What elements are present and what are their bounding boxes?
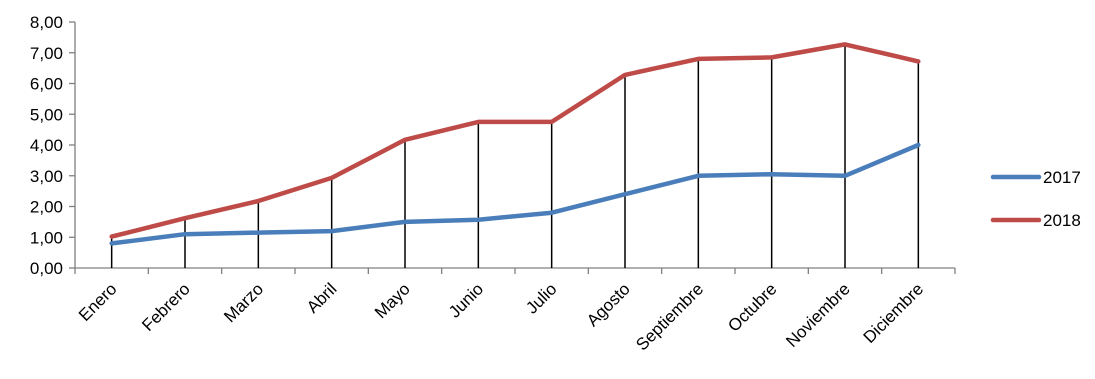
x-tick-label: Julio xyxy=(522,279,560,317)
x-tick-label: Enero xyxy=(75,279,121,325)
y-tick-label: 0,00 xyxy=(30,259,63,278)
x-tick-label: Mayo xyxy=(371,279,414,322)
x-tick-label: Agosto xyxy=(583,279,634,330)
high-low-lines xyxy=(110,44,920,268)
legend-label-2018: 2018 xyxy=(1043,211,1081,230)
x-tick-label: Abril xyxy=(303,279,340,316)
y-tick-label: 8,00 xyxy=(30,13,63,32)
series-line-2018 xyxy=(109,42,921,239)
x-tick-label: Junio xyxy=(445,279,487,321)
y-tick-labels: 0,00 1,00 2,00 3,00 4,00 5,00 6,00 7,00 8,00 xyxy=(30,13,63,278)
x-tick-labels: Enero Febrero Marzo Abril Mayo Junio Julio Agos… xyxy=(75,279,927,354)
series-lines xyxy=(109,42,921,246)
x-tick-label: Marzo xyxy=(220,279,267,326)
series-line-2017 xyxy=(109,142,921,246)
y-tick-label: 3,00 xyxy=(30,167,63,186)
x-tick-label: Septiembre xyxy=(632,279,707,354)
x-tick-label: Noviembre xyxy=(782,279,854,351)
y-tick-label: 6,00 xyxy=(30,75,63,94)
y-tick-label: 5,00 xyxy=(30,105,63,124)
x-tick-label: Octubre xyxy=(724,279,780,335)
y-tick-label: 2,00 xyxy=(30,198,63,217)
y-tick-label: 4,00 xyxy=(30,136,63,155)
legend: 2017 2018 xyxy=(990,168,1081,230)
axes xyxy=(69,21,956,274)
y-tick-label: 7,00 xyxy=(30,44,63,63)
y-tick-label: 1,00 xyxy=(30,228,63,247)
x-tick-label: Febrero xyxy=(138,279,194,335)
legend-label-2017: 2017 xyxy=(1043,168,1081,187)
x-tick-label: Diciembre xyxy=(860,279,928,347)
